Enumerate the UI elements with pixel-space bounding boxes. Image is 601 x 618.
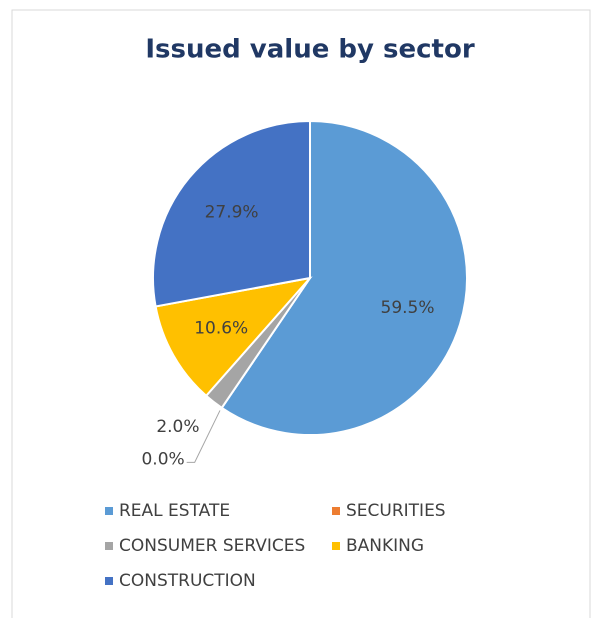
legend-label: SECURITIES [346,501,446,521]
leader-line [186,410,221,463]
data-label: 10.6% [194,318,248,338]
data-label: 59.5% [381,298,435,318]
legend-swatch [332,542,340,550]
legend-label: CONSTRUCTION [119,571,256,591]
legend-swatch [105,577,113,585]
legend-swatch [332,507,340,515]
pie-slice [220,119,468,436]
legend-swatch [105,542,113,550]
legend-swatch [105,507,113,515]
legend-label: BANKING [346,536,424,556]
chart-title: Issued value by sector [145,35,474,65]
pie-slice [154,276,313,398]
legend-label: REAL ESTATE [119,501,230,521]
data-label: 27.9% [205,203,259,223]
data-label: 2.0% [156,417,199,437]
data-label: 0.0% [141,449,184,469]
legend-label: CONSUMER SERVICES [119,536,305,556]
pie-slice [152,119,311,308]
